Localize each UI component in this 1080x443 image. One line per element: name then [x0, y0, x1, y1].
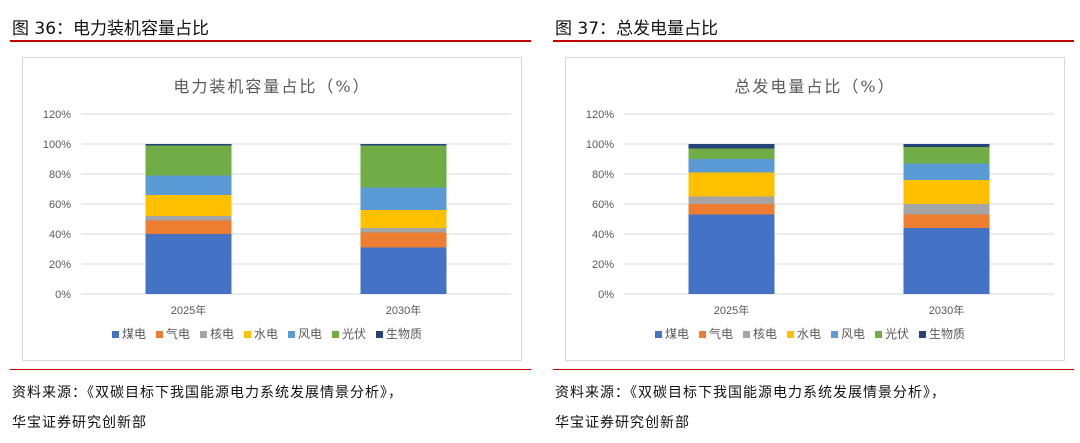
title-rule	[10, 40, 531, 42]
bar-segment-光伏	[903, 147, 990, 164]
figure-36: 图 36：电力装机容量占比 电力装机容量占比（%） 0% 20% 40% 60% 80% 1…	[10, 0, 531, 443]
chart-title: 电力装机容量占比（%）	[173, 77, 370, 96]
bar-segment-光伏	[145, 145, 232, 176]
y-tick-label: 80%	[49, 169, 71, 181]
y-tick-label: 40%	[49, 229, 71, 241]
legend-swatch	[200, 331, 207, 338]
x-tick-label: 2025年	[714, 303, 749, 317]
bar-segment-水电	[360, 210, 447, 228]
bar-segment-水电	[688, 172, 775, 197]
legend-swatch	[787, 331, 794, 338]
bar-segment-核电	[688, 196, 775, 204]
source-rule	[10, 369, 531, 370]
bar-segment-气电	[688, 204, 775, 215]
bar-segment-煤电	[688, 214, 775, 294]
legend-label: 光伏	[342, 327, 366, 341]
legend-swatch	[332, 331, 339, 338]
legend-swatch	[244, 331, 251, 338]
chart-area: 总发电量占比（%） 0% 20% 40% 60% 80% 100% 120% 2025年 2030…	[565, 57, 1065, 361]
bar-segment-风电	[903, 163, 990, 180]
bar-segment-核电	[145, 216, 232, 221]
bar-segment-生物质	[360, 144, 447, 146]
source-line: 资料来源：《双碳目标下我国能源电力系统发展情景分析》，	[555, 385, 946, 401]
legend-label: 水电	[797, 327, 821, 341]
chart-title: 总发电量占比（%）	[734, 77, 895, 96]
bar-segment-风电	[360, 187, 447, 210]
bar-segment-光伏	[360, 145, 447, 188]
legend-label: 生物质	[386, 327, 422, 341]
bar-segment-生物质	[688, 144, 775, 149]
stacked-bar-chart: 总发电量占比（%） 0% 20% 40% 60% 80% 100% 120% 2025年 2030…	[586, 77, 1054, 341]
y-tick-label: 100%	[43, 139, 71, 151]
y-tick-label: 60%	[592, 199, 614, 211]
x-tick-label: 2030年	[929, 303, 964, 317]
bar-segment-煤电	[145, 234, 232, 294]
legend-label: 风电	[841, 327, 865, 341]
stacked-bar-chart: 电力装机容量占比（%） 0% 20% 40% 60% 80% 100% 120% 2025年 20…	[43, 77, 511, 341]
source-note: 资料来源：《双碳目标下我国能源电力系统发展情景分析》， 华宝证券研究创新部	[555, 378, 1074, 438]
bar-segment-煤电	[903, 228, 990, 294]
y-tick-label: 80%	[592, 169, 614, 181]
bar-segment-气电	[903, 214, 990, 228]
legend-label: 水电	[254, 327, 278, 341]
y-tick-label: 20%	[49, 259, 71, 271]
legend-swatch	[156, 331, 163, 338]
bar-segment-核电	[360, 228, 447, 233]
figure-title: 图 36：电力装机容量占比	[12, 19, 210, 39]
legend-label: 生物质	[929, 327, 965, 341]
legend-label: 煤电	[122, 327, 146, 341]
chart-area: 电力装机容量占比（%） 0% 20% 40% 60% 80% 100% 120% 2025年 20…	[22, 57, 522, 361]
legend-swatch	[288, 331, 295, 338]
legend-swatch	[655, 331, 662, 338]
legend-label: 核电	[753, 327, 777, 341]
legend-label: 核电	[210, 327, 234, 341]
y-tick-label: 120%	[586, 109, 614, 121]
source-rule	[553, 369, 1074, 370]
title-rule	[553, 40, 1074, 42]
bar-segment-生物质	[903, 144, 990, 147]
legend-label: 气电	[166, 326, 190, 341]
y-tick-label: 0%	[55, 289, 71, 301]
bar-segment-光伏	[688, 148, 775, 159]
legend-swatch	[699, 331, 706, 338]
y-tick-label: 120%	[43, 109, 71, 121]
source-line: 资料来源：《双碳目标下我国能源电力系统发展情景分析》，	[12, 385, 403, 401]
legend-swatch	[376, 331, 383, 338]
figure-title: 图 37：总发电量占比	[555, 19, 719, 39]
bar-segment-气电	[145, 220, 232, 234]
bar-segment-水电	[903, 180, 990, 204]
legend-swatch	[743, 331, 750, 338]
bar-segment-水电	[145, 195, 232, 216]
legend-swatch	[875, 331, 882, 338]
y-tick-label: 40%	[592, 229, 614, 241]
legend-label: 光伏	[885, 327, 909, 341]
bar-segment-煤电	[360, 247, 447, 294]
y-tick-label: 60%	[49, 199, 71, 211]
source-line: 华宝证券研究创新部	[555, 415, 690, 431]
bar-segment-风电	[688, 159, 775, 173]
legend-swatch	[919, 331, 926, 338]
bar-segment-风电	[145, 175, 232, 195]
y-tick-label: 20%	[592, 259, 614, 271]
bar-segment-气电	[360, 232, 447, 248]
x-tick-label: 2025年	[171, 303, 206, 317]
source-line: 华宝证券研究创新部	[12, 415, 147, 431]
source-note: 资料来源：《双碳目标下我国能源电力系统发展情景分析》， 华宝证券研究创新部	[12, 378, 531, 438]
bar-segment-生物质	[145, 144, 232, 146]
legend-label: 风电	[298, 327, 322, 341]
bar-segment-核电	[903, 204, 990, 215]
y-tick-label: 100%	[586, 139, 614, 151]
x-tick-label: 2030年	[386, 303, 421, 317]
y-tick-label: 0%	[598, 289, 614, 301]
legend-label: 气电	[709, 326, 733, 341]
legend-label: 煤电	[665, 327, 689, 341]
legend-swatch	[831, 331, 838, 338]
legend-swatch	[112, 331, 119, 338]
figure-37: 图 37：总发电量占比 总发电量占比（%） 0% 20% 40% 60% 80% 100% 1…	[553, 0, 1074, 443]
